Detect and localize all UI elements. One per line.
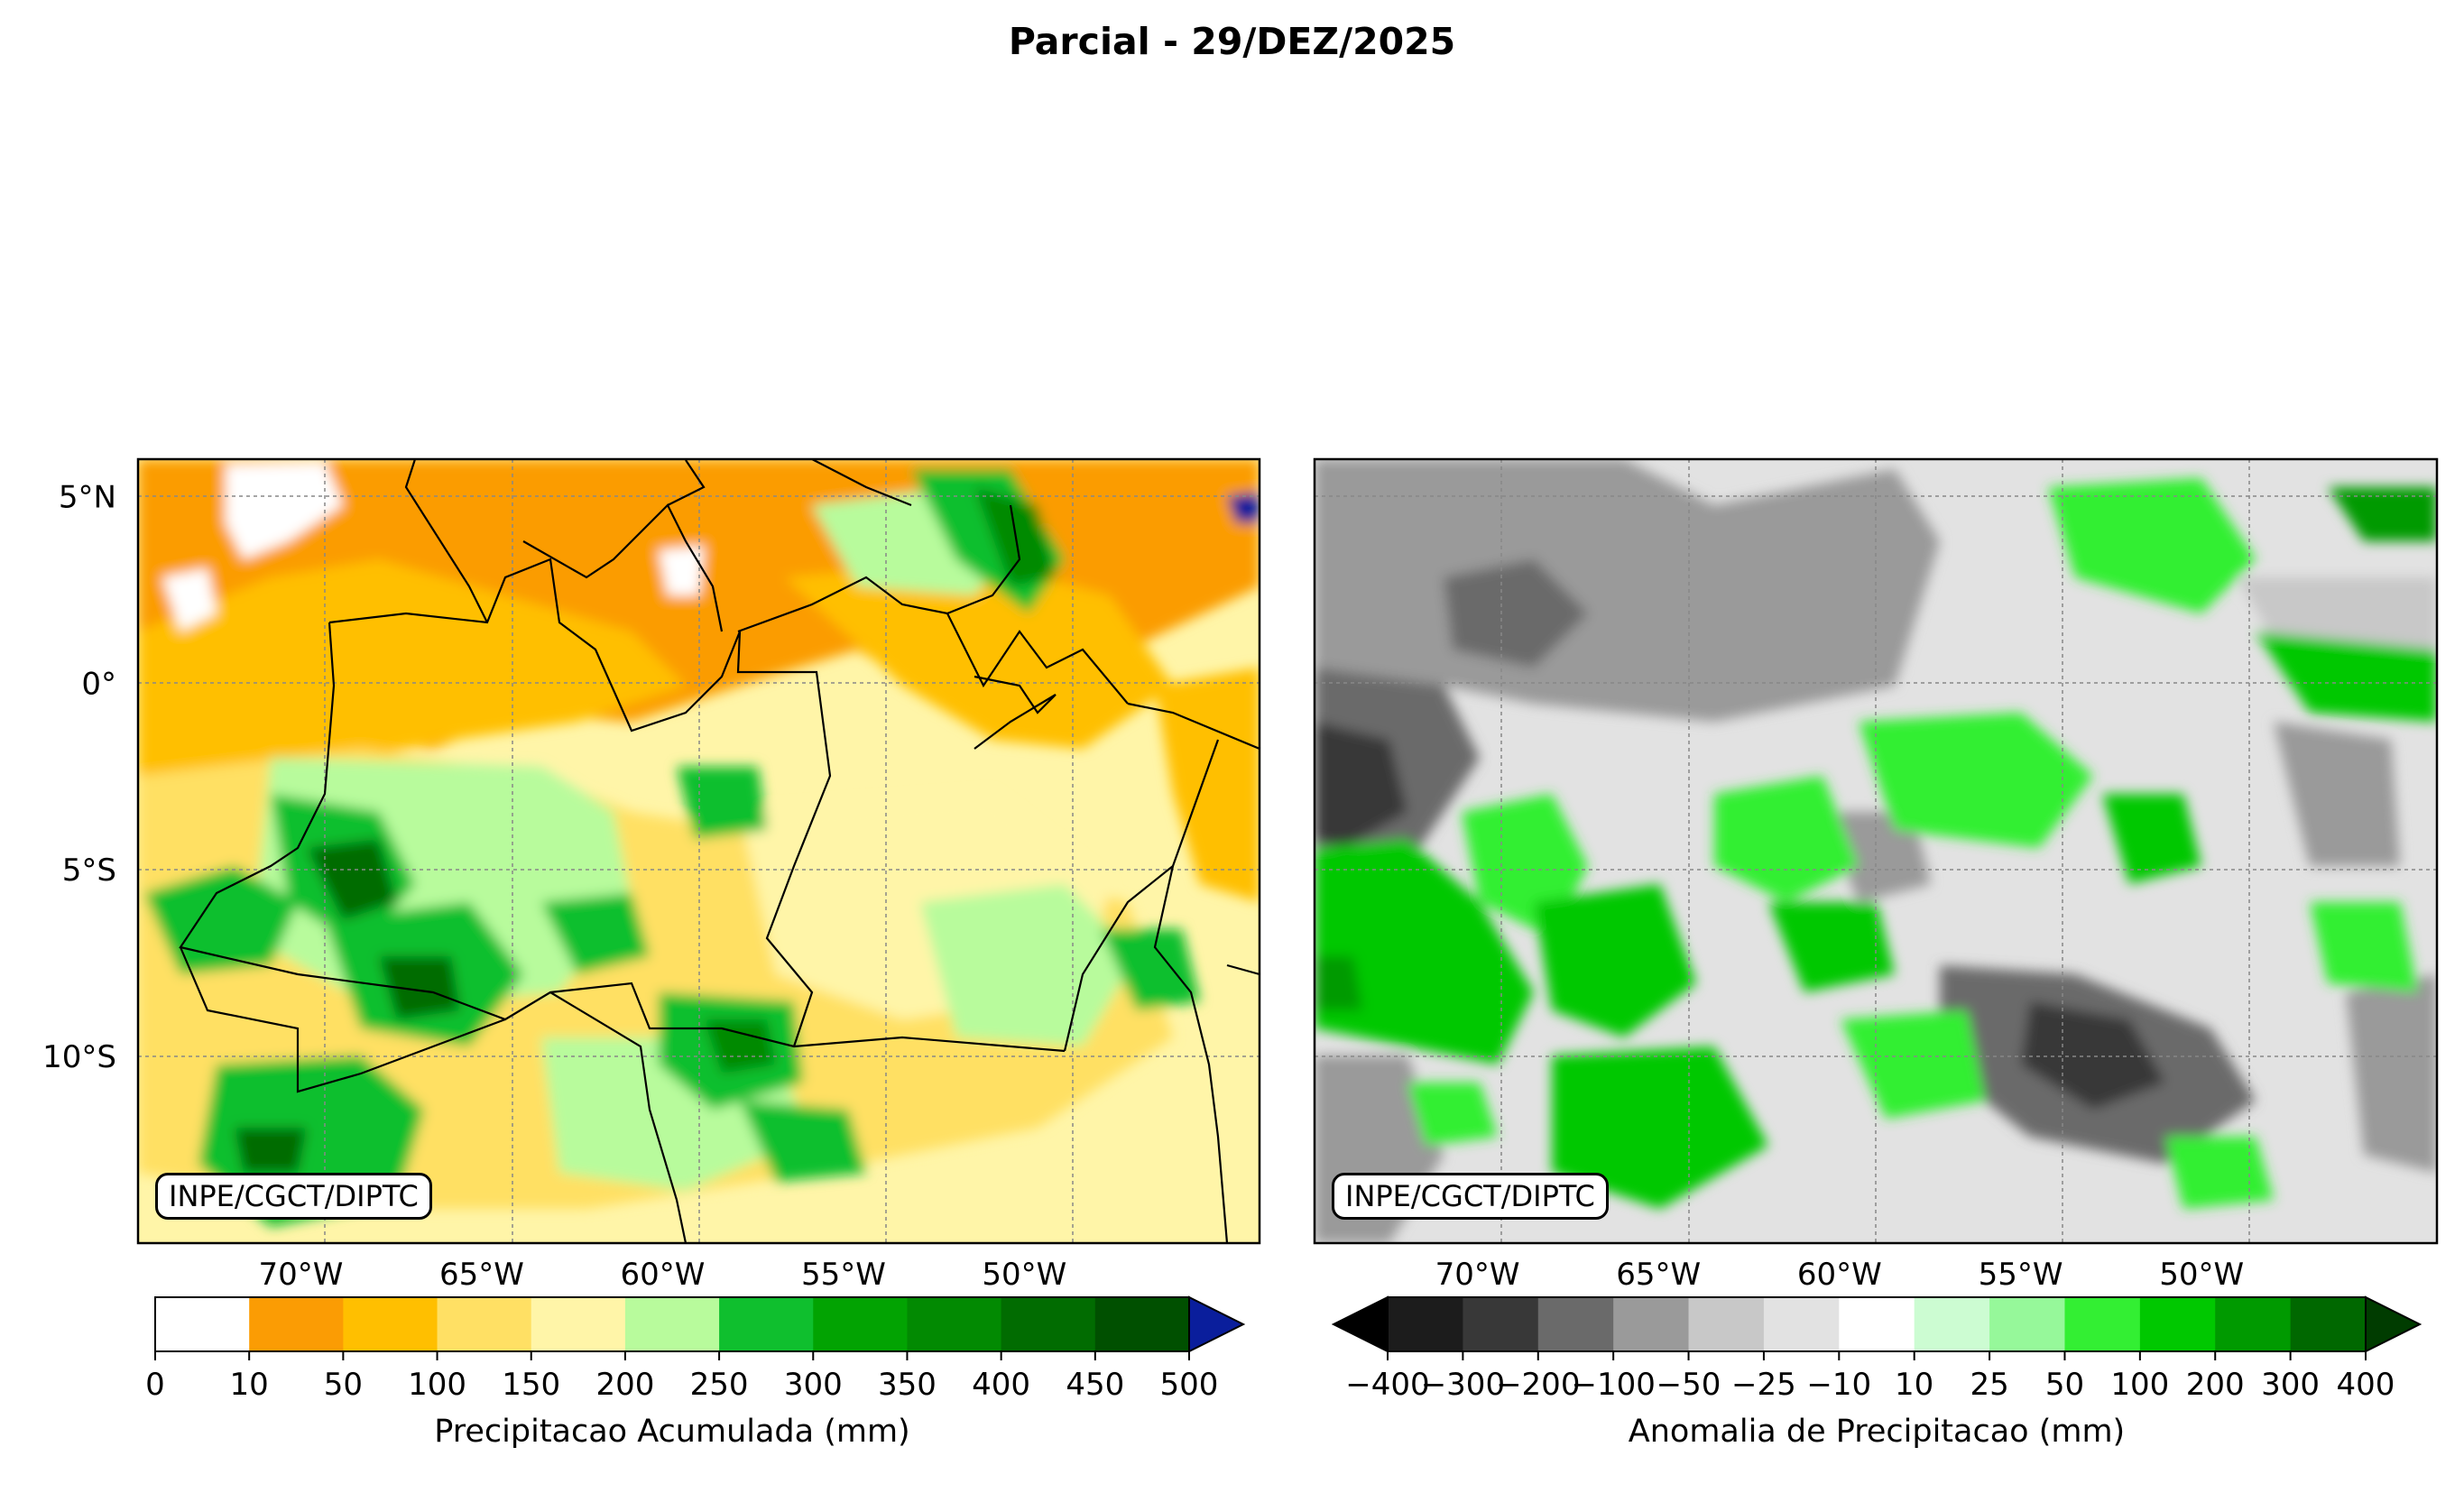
accumulated-lon-tick-label: 60°W — [620, 1257, 705, 1293]
anomaly-ticks: 70°W 65°W 60°W 55°W 50°W — [1435, 1257, 2244, 1293]
anomaly-lon-tick-label: 70°W — [1435, 1257, 1520, 1293]
accumulated-lat-tick-label: 5°N — [59, 479, 116, 515]
anomaly-colorbar-swatch — [2064, 1297, 2141, 1351]
accumulated-ticks: 70°W 65°W 60°W 55°W 50°W 5°N 0° 5°S 10°S — [42, 479, 1066, 1293]
anomaly-colorbar-max-arrow — [2365, 1295, 2422, 1353]
accumulated-credit-label: INPE/CGCT/DIPTC — [155, 1173, 432, 1220]
accumulated-colorbar-tick-label: 450 — [1066, 1367, 1124, 1403]
anomaly-colorbar-tick-label: 50 — [2045, 1367, 2084, 1403]
accumulated-colorbar-swatch — [1001, 1297, 1096, 1351]
anomaly-colorbar-tick-label: −100 — [1571, 1367, 1655, 1403]
anomaly-colorbar-tick-label: 25 — [1970, 1367, 2008, 1403]
anomaly-colorbar-min-arrow — [1331, 1295, 1389, 1353]
accumulated-lon-tick-label: 55°W — [801, 1257, 886, 1293]
anomaly-credit-label: INPE/CGCT/DIPTC — [1332, 1173, 1609, 1220]
accumulated-colorbar-swatch — [624, 1297, 720, 1351]
accumulated-colorbar-swatch — [813, 1297, 909, 1351]
anomaly-colorbar-swatch — [1388, 1297, 1463, 1351]
anomaly-colorbar-swatch — [1463, 1297, 1539, 1351]
accumulated-colorbar-outline — [154, 1296, 1190, 1352]
accumulated-colorbar-tick-label: 350 — [878, 1367, 937, 1403]
accumulated-frame — [136, 457, 1261, 1245]
accumulated-colorbar-swatch — [437, 1297, 532, 1351]
anomaly-lon-tick-label: 55°W — [1979, 1257, 2063, 1293]
anomaly-colorbar-swatch — [2215, 1297, 2292, 1351]
accumulated-lat-tick-label: 5°S — [62, 852, 116, 889]
anomaly-colorbar-tick-label: 200 — [2186, 1367, 2245, 1403]
accumulated-colorbar-label: Precipitacao Acumulada (mm) — [434, 1414, 909, 1450]
anomaly-colorbar-swatch — [2290, 1297, 2367, 1351]
anomaly-colorbar-swatch — [1763, 1297, 1840, 1351]
anomaly-colorbar-label: Anomalia de Precipitacao (mm) — [1629, 1414, 2125, 1450]
accumulated-lat-tick-label: 0° — [81, 666, 116, 702]
accumulated-borders — [179, 459, 1260, 1243]
anomaly-colorbar-outline — [1387, 1296, 2367, 1352]
anomaly-colorbar-swatch — [1613, 1297, 1690, 1351]
anomaly-colorbar-tick-label: −50 — [1657, 1367, 1721, 1403]
anomaly-colorbar-tick-label: −300 — [1421, 1367, 1505, 1403]
accumulated-lat-tick-label: 10°S — [42, 1039, 116, 1075]
anomaly-lon-tick-label: 60°W — [1797, 1257, 1882, 1293]
anomaly-colorbar-tick-label: 400 — [2337, 1367, 2395, 1403]
anomaly-map: 70°W 65°W 60°W 55°W 50°W — [1313, 457, 2439, 1293]
accumulated-colorbar-swatch — [1094, 1297, 1190, 1351]
accumulated-colorbar-tick-label: 300 — [784, 1367, 843, 1403]
anomaly-colorbar-swatch — [1914, 1297, 1990, 1351]
page-title: Parcial - 29/DEZ/2025 — [1008, 20, 1456, 63]
accumulated-colorbar-swatch — [531, 1297, 626, 1351]
anomaly-colorbar-swatch — [1537, 1297, 1614, 1351]
anomaly-colorbar-tick-label: −25 — [1731, 1367, 1796, 1403]
accumulated-lon-tick-label: 65°W — [439, 1257, 524, 1293]
anomaly-colorbar-tick-label: 10 — [1895, 1367, 1933, 1403]
accumulated-colorbar-tick-label: 400 — [972, 1367, 1030, 1403]
anomaly-lon-tick-label: 65°W — [1616, 1257, 1701, 1293]
anomaly-gridlines — [1315, 459, 2437, 1243]
accumulated-colorbar-tick-label: 0 — [145, 1367, 165, 1403]
accumulated-lon-tick-label: 70°W — [258, 1257, 343, 1293]
accumulated-gridlines — [138, 459, 1260, 1243]
accumulated-colorbar-tick-label: 150 — [502, 1367, 560, 1403]
anomaly-colorbar-swatch — [1989, 1297, 2066, 1351]
accumulated-colorbar-swatch — [155, 1297, 250, 1351]
anomaly-colorbar-tick-label: −10 — [1806, 1367, 1871, 1403]
accumulated-lon-tick-label: 50°W — [982, 1257, 1066, 1293]
accumulated-colorbar-swatch — [907, 1297, 1002, 1351]
anomaly-colorbar-tick-label: −200 — [1496, 1367, 1580, 1403]
anomaly-colorbar-swatch — [1688, 1297, 1765, 1351]
anomaly-colorbar-swatch — [1839, 1297, 1915, 1351]
anomaly-colorbar-swatch — [2139, 1297, 2216, 1351]
accumulated-map: 70°W 65°W 60°W 55°W 50°W 5°N 0° 5°S 10°S — [42, 457, 1261, 1293]
accumulated-colorbar: 0 10 50 100 150 200 250 300 350 400 450 500 Precipit… — [145, 1295, 1246, 1450]
anomaly-frame — [1313, 457, 2439, 1245]
anomaly-colorbar-tick-label: −400 — [1345, 1367, 1429, 1403]
anomaly-lon-tick-label: 50°W — [2159, 1257, 2244, 1293]
accumulated-colorbar-tick-label: 200 — [595, 1367, 654, 1403]
anomaly-colorbar: −400−300−200−100 −50 −25 −10 10 25 50 100 200 300… — [1331, 1295, 2422, 1450]
accumulated-colorbar-tick-label: 10 — [230, 1367, 269, 1403]
accumulated-colorbar-max-arrow — [1188, 1295, 1246, 1353]
accumulated-colorbar-tick-label: 50 — [324, 1367, 363, 1403]
accumulated-colorbar-tick-label: 250 — [690, 1367, 749, 1403]
accumulated-colorbar-tick-label: 100 — [408, 1367, 466, 1403]
anomaly-colorbar-tick-label: 300 — [2261, 1367, 2320, 1403]
accumulated-colorbar-swatch — [249, 1297, 344, 1351]
anomaly-colorbar-tick-label: 100 — [2110, 1367, 2169, 1403]
accumulated-colorbar-swatch — [343, 1297, 438, 1351]
accumulated-colorbar-swatch — [719, 1297, 814, 1351]
accumulated-colorbar-tick-label: 500 — [1160, 1367, 1219, 1403]
